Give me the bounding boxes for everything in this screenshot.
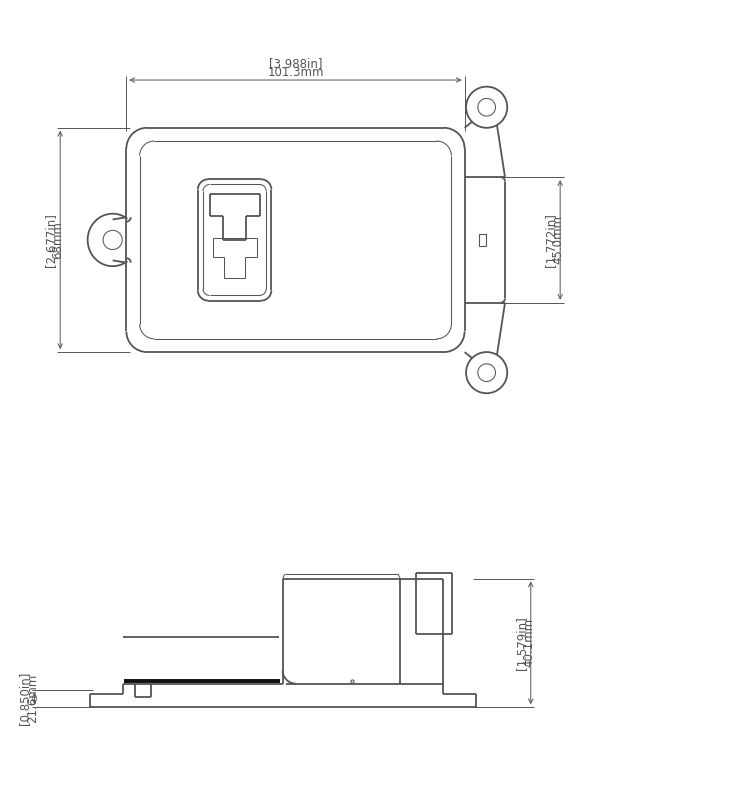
Text: 101.3mm: 101.3mm [267,66,324,78]
Text: 45.0mm: 45.0mm [551,215,565,265]
Text: 40.1mm: 40.1mm [522,619,535,667]
Text: 68mm: 68mm [52,221,64,259]
Bar [479,234,486,246]
Text: [2.677in]: [2.677in] [44,213,57,267]
Text: [1.772in]: [1.772in] [544,213,557,267]
Text: [3.988in]: [3.988in] [269,57,323,71]
Text: [0.850in]: [0.850in] [18,672,32,725]
Text: 21.6mm: 21.6mm [26,674,39,723]
Text: [1.579in]: [1.579in] [514,616,528,670]
